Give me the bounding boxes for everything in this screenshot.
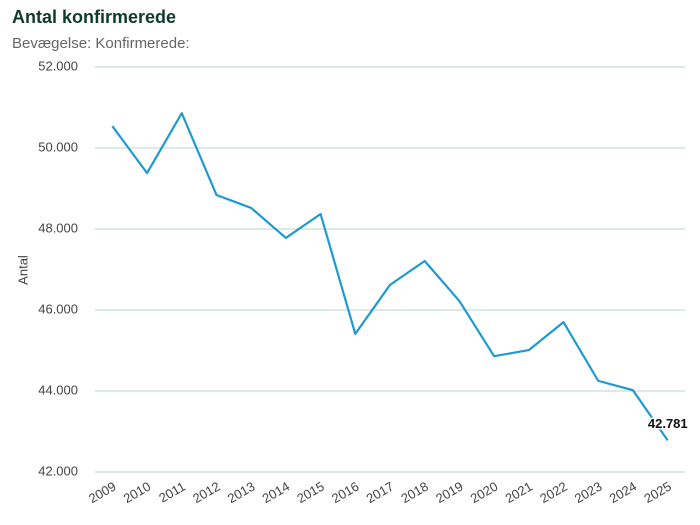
x-tick-label: 2009 <box>86 479 119 506</box>
value-label: 42.781 <box>648 416 688 431</box>
y-tick-label: 46.000 <box>38 301 78 316</box>
x-tick-label: 2014 <box>260 479 293 506</box>
x-tick-label: 2019 <box>433 479 466 506</box>
y-tick-label: 50.000 <box>38 139 78 154</box>
x-tick-label: 2010 <box>121 479 154 506</box>
x-tick-label: 2021 <box>502 479 535 506</box>
x-tick-label: 2015 <box>294 479 327 506</box>
x-tick-label: 2011 <box>156 479 188 506</box>
x-tick-label: 2013 <box>225 479 258 506</box>
x-tick-label: 2017 <box>364 479 397 506</box>
x-tick-label: 2020 <box>468 479 501 506</box>
x-tick-label: 2022 <box>537 479 570 506</box>
x-tick-label: 2016 <box>329 479 362 506</box>
y-axis-label: Antal <box>15 255 30 285</box>
y-tick-label: 52.000 <box>38 58 78 73</box>
y-tick-label: 42.000 <box>38 463 78 478</box>
x-tick-label: 2024 <box>607 479 640 506</box>
y-tick-label: 48.000 <box>38 220 78 235</box>
x-tick-label: 2012 <box>190 479 223 506</box>
x-tick-label: 2023 <box>572 479 605 506</box>
line <box>111 112 669 441</box>
chart-subtitle: Bevægelse: Konfirmerede: <box>12 35 190 52</box>
x-tick-label: 2018 <box>398 479 431 506</box>
chart-title: Antal konfirmerede <box>12 7 176 27</box>
x-tick-label: 2025 <box>641 479 674 506</box>
y-tick-label: 44.000 <box>38 382 78 397</box>
